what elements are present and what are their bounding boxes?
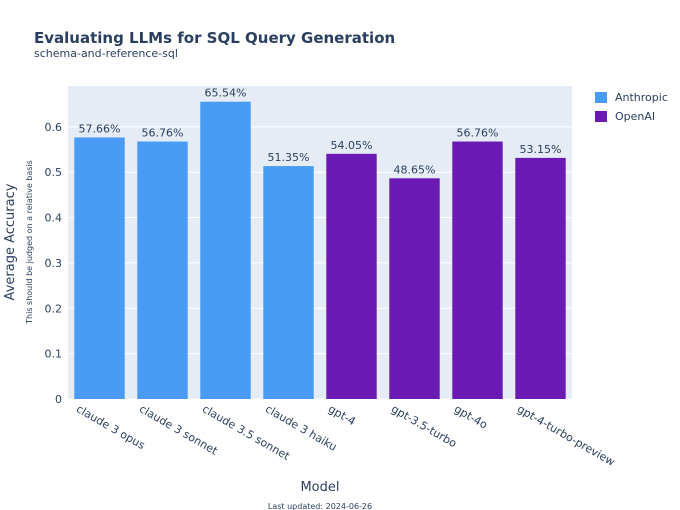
data-label: 53.15% [520, 143, 562, 156]
x-axis-title: Model [300, 480, 339, 495]
legend[interactable]: Anthropic OpenAI [595, 91, 668, 123]
y-tick-label: 0.1 [45, 348, 63, 361]
legend-item-anthropic[interactable]: Anthropic [595, 91, 668, 104]
footer-last-updated: Last updated: 2024-06-26 [268, 502, 372, 510]
x-tick-label: gpt-4o [452, 402, 490, 431]
y-tick-label: 0.6 [45, 121, 63, 134]
bar-gpt-4o[interactable] [452, 141, 503, 399]
y-tick-label: 0.2 [45, 302, 63, 315]
bar-claude-3-sonnet[interactable] [137, 141, 188, 399]
bar-claude-3-opus[interactable] [74, 137, 125, 400]
bar-claude-3-haiku[interactable] [263, 166, 314, 399]
data-label: 56.76% [457, 127, 499, 140]
bars [74, 101, 566, 400]
data-label: 48.65% [394, 163, 436, 176]
y-axis-title: Average Accuracy [3, 183, 18, 300]
y-tick-label: 0.5 [45, 166, 63, 179]
bar-gpt-4-turbo-preview[interactable] [515, 157, 566, 399]
bar-claude-3-5-sonnet[interactable] [200, 101, 251, 399]
x-tick-label: gpt-3.5-turbo [389, 402, 459, 450]
legend-swatch [595, 111, 607, 122]
chart-title: Evaluating LLMs for SQL Query Generation [34, 29, 395, 47]
data-labels: 57.66% 56.76% 65.54% 51.35% 54.05% 48.65% 56.7… [79, 87, 562, 177]
y-axis-ticks: 0 0.1 0.2 0.3 0.4 0.5 0.6 [45, 121, 63, 406]
chart-subtitle: schema-and-reference-sql [34, 47, 178, 60]
y-tick-label: 0.4 [45, 212, 63, 225]
y-tick-label: 0.3 [45, 257, 63, 270]
legend-swatch [595, 92, 607, 103]
legend-label: OpenAI [615, 110, 655, 123]
x-tick-label: gpt-4 [326, 402, 358, 428]
legend-item-openai[interactable]: OpenAI [595, 110, 655, 123]
data-label: 57.66% [79, 122, 121, 135]
legend-label: Anthropic [615, 91, 668, 104]
data-label: 65.54% [205, 87, 247, 100]
bar-gpt-4[interactable] [326, 153, 377, 399]
data-label: 51.35% [268, 151, 310, 164]
x-tick-label: claude 3 opus [74, 402, 147, 452]
data-label: 56.76% [142, 127, 184, 140]
x-tick-label: gpt-4-turbo-preview [515, 402, 617, 468]
y-axis-note: This should be judged on a relative basi… [25, 160, 34, 325]
data-label: 54.05% [331, 139, 373, 152]
bar-gpt-3-5-turbo[interactable] [389, 178, 440, 399]
y-tick-label: 0 [55, 393, 62, 406]
